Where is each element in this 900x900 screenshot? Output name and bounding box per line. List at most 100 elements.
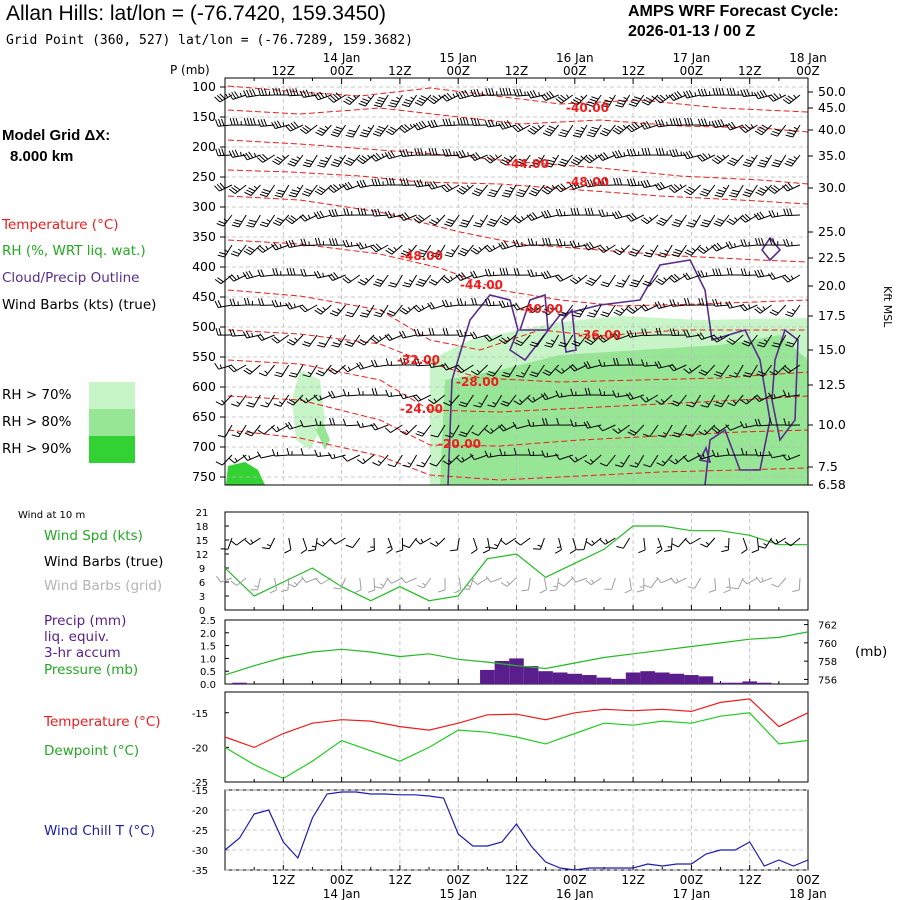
wind-barb: [458, 394, 474, 408]
pressure-tick-label: 300: [192, 199, 216, 214]
wind-barb: [599, 537, 616, 545]
wind-barb: [743, 364, 758, 378]
wind-barb: [664, 537, 673, 552]
top-date-label: 18 Jan: [789, 51, 827, 65]
wind-barb: [329, 537, 346, 545]
wind-tick-label: 9: [199, 564, 205, 575]
wind-barb: [627, 424, 645, 436]
wind-barb: [533, 537, 545, 550]
wind-barb: [370, 334, 389, 344]
wind-barb: [576, 537, 588, 551]
wind-barb: [484, 334, 503, 342]
temperature-contour-label: -44.00: [460, 278, 503, 292]
top-date-label: 17 Jan: [673, 51, 711, 65]
wind-barb: [456, 329, 474, 337]
wind-barb: [512, 239, 531, 248]
wind-barb: [427, 94, 446, 105]
pressure-tick-label: 600: [192, 379, 216, 394]
wind-barb: [500, 577, 517, 587]
temperature-tick-label: -25: [192, 778, 208, 789]
temperature-contour: [227, 239, 809, 307]
precip-bar: [611, 678, 626, 684]
precip-bar: [509, 658, 524, 684]
wind-barb: [725, 424, 744, 431]
wind-barb: [399, 148, 417, 157]
wind-barb: [555, 94, 574, 104]
wind-barb: [373, 304, 389, 318]
precip-bar: [582, 675, 597, 684]
precip-bar: [727, 682, 743, 684]
wind-barb: [686, 214, 702, 228]
top-hour-label: 00Z: [680, 64, 704, 78]
wind-barb: [641, 147, 659, 156]
wind-barb: [437, 577, 446, 593]
wind-barb: [726, 267, 744, 276]
precip-tick-label: 1.5: [200, 642, 216, 653]
wind-barb: [331, 334, 347, 348]
wind-barb: [708, 577, 717, 593]
wind-barb: [400, 244, 417, 257]
wind-barb: [654, 360, 673, 369]
wind-barb: [244, 424, 261, 437]
wind-barb: [313, 270, 332, 279]
temperature-contour: [227, 289, 808, 351]
pressure-tick-label: 760: [818, 639, 837, 650]
wind-barb: [498, 334, 517, 345]
temperature-contour: [227, 395, 809, 447]
wind-barb: [455, 89, 474, 100]
wind-barb: [471, 424, 488, 436]
dewpoint-line: [224, 712, 809, 780]
temperature-contour-label: -32.00: [397, 353, 440, 367]
wind-barb: [357, 387, 375, 396]
wind-barb: [228, 149, 247, 158]
pressure-tick-label: 350: [192, 229, 216, 244]
wind-barb: [682, 454, 701, 463]
wind-barb: [498, 423, 517, 432]
wind-barb: [415, 424, 432, 437]
wind-barb: [370, 422, 389, 431]
cloud-outline: [561, 308, 577, 353]
temperature-contour: [227, 139, 809, 185]
wind-barb: [286, 88, 304, 97]
wind-barb: [512, 302, 531, 311]
pressure-tick-label: 750: [192, 469, 216, 484]
wind-barb: [753, 89, 772, 100]
wind-barb: [626, 330, 644, 338]
wind-barb: [441, 299, 460, 308]
wind-barb: [259, 214, 276, 228]
wind-barb: [540, 90, 559, 101]
wind-barb: [570, 419, 588, 427]
wind-barb: [343, 154, 361, 167]
wind-barb: [287, 154, 304, 167]
wind-barb: [771, 154, 787, 168]
wind-barb: [272, 87, 289, 96]
wind-barb: [313, 91, 332, 101]
wind-barb: [754, 124, 772, 136]
wind-barb: [684, 117, 701, 126]
wind-barb: [444, 424, 460, 438]
wind-barb: [557, 154, 574, 167]
cross-section-chart: -40.00 -44.00 -48.00 -48.00 -44.00 -40.00 -36.…: [214, 77, 813, 486]
wind-barb: [643, 244, 659, 258]
wind-barb: [228, 91, 247, 100]
wind-barb: [456, 298, 474, 306]
wind-barb: [345, 124, 361, 138]
wind-barb: [317, 154, 332, 168]
wind-barb: [442, 118, 460, 127]
wind-barb: [342, 389, 360, 397]
wind-barb: [230, 577, 247, 586]
wind-barb: [785, 124, 801, 138]
wind-barb: [385, 358, 403, 366]
wind-barb: [782, 389, 801, 398]
wind-barb: [228, 364, 247, 373]
wind-barb: [441, 183, 460, 193]
precip-bar: [494, 660, 510, 684]
wind-barb: [243, 117, 261, 126]
legend-cloud-outline: Cloud/Precip Outline: [2, 270, 140, 286]
bottom-hour-label: 00Z: [680, 873, 704, 887]
wind-barb: [529, 364, 545, 378]
wind-barb: [626, 212, 645, 222]
temperature-contour-label: -24.00: [400, 402, 443, 416]
wind-barb: [243, 88, 261, 98]
